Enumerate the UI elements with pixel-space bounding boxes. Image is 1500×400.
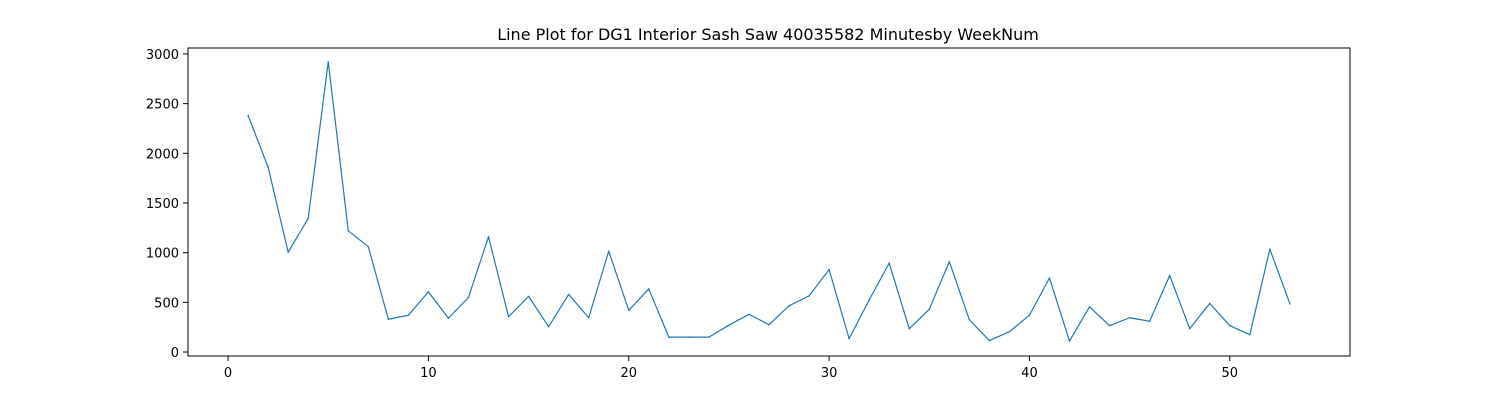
x-tick-label: 30 <box>821 366 838 381</box>
data-point <box>808 295 810 297</box>
data-point <box>668 336 670 338</box>
data-point <box>948 260 951 263</box>
data-point <box>387 318 390 321</box>
data-point <box>407 314 410 317</box>
data-point <box>1048 277 1051 279</box>
data-point <box>567 293 570 296</box>
data-point <box>688 336 690 338</box>
data-point <box>587 316 590 319</box>
data-point <box>1028 314 1031 317</box>
series-layer <box>247 61 1291 342</box>
data-point <box>327 61 330 63</box>
chart-title: Line Plot for DG1 Interior Sash Saw 4003… <box>497 25 1039 44</box>
y-tick-label: 2500 <box>146 98 179 113</box>
data-point <box>988 339 991 342</box>
data-point <box>728 324 730 327</box>
data-point <box>1088 306 1091 308</box>
data-point <box>467 296 470 299</box>
data-point <box>547 325 550 328</box>
data-point <box>828 268 830 271</box>
data-point <box>1148 320 1151 323</box>
data-point <box>247 114 249 117</box>
plot-area-frame <box>187 47 1351 357</box>
data-point <box>607 250 610 252</box>
data-point <box>1108 324 1111 327</box>
y-axis: 0 500 1000 1500 2000 2500 3000 <box>146 48 188 361</box>
data-point <box>908 327 911 330</box>
data-point <box>627 309 630 312</box>
data-point <box>748 313 750 316</box>
data-point <box>868 299 870 301</box>
data-point <box>1188 327 1191 330</box>
series-line <box>247 61 1291 342</box>
x-tick-label: 0 <box>224 366 232 381</box>
data-point <box>1289 303 1291 305</box>
data-point <box>507 315 510 318</box>
data-point <box>1208 302 1211 305</box>
data-point <box>1228 324 1231 327</box>
y-tick-label: 1500 <box>146 197 179 212</box>
data-point <box>367 245 370 248</box>
data-point <box>1249 333 1251 336</box>
data-point <box>287 251 289 253</box>
y-tick-label: 3000 <box>146 48 179 63</box>
data-point <box>307 217 310 220</box>
x-axis: 0 10 20 30 40 50 <box>224 356 1238 381</box>
data-point <box>1068 340 1071 342</box>
x-tick-label: 50 <box>1222 366 1239 381</box>
data-point <box>768 323 770 326</box>
data-point <box>968 318 971 321</box>
y-tick-label: 1000 <box>146 247 179 262</box>
data-point <box>527 295 530 298</box>
data-point <box>788 305 790 307</box>
x-tick-label: 40 <box>1021 366 1038 381</box>
y-tick-label: 0 <box>171 346 179 361</box>
data-point <box>1128 316 1131 319</box>
data-point <box>1269 248 1271 250</box>
data-point <box>848 337 850 340</box>
data-point <box>647 288 650 290</box>
y-tick-label: 2000 <box>146 147 179 162</box>
data-point <box>1168 274 1171 277</box>
data-point <box>347 230 350 232</box>
y-tick-label: 500 <box>154 296 179 311</box>
x-tick-label: 10 <box>420 366 437 381</box>
data-point <box>928 308 931 311</box>
data-point <box>427 291 430 293</box>
data-point <box>888 262 891 264</box>
data-point <box>447 317 450 320</box>
x-tick-label: 20 <box>620 366 637 381</box>
data-point <box>487 235 490 238</box>
data-point <box>708 336 710 338</box>
data-point <box>267 166 269 169</box>
data-point <box>1008 330 1011 333</box>
